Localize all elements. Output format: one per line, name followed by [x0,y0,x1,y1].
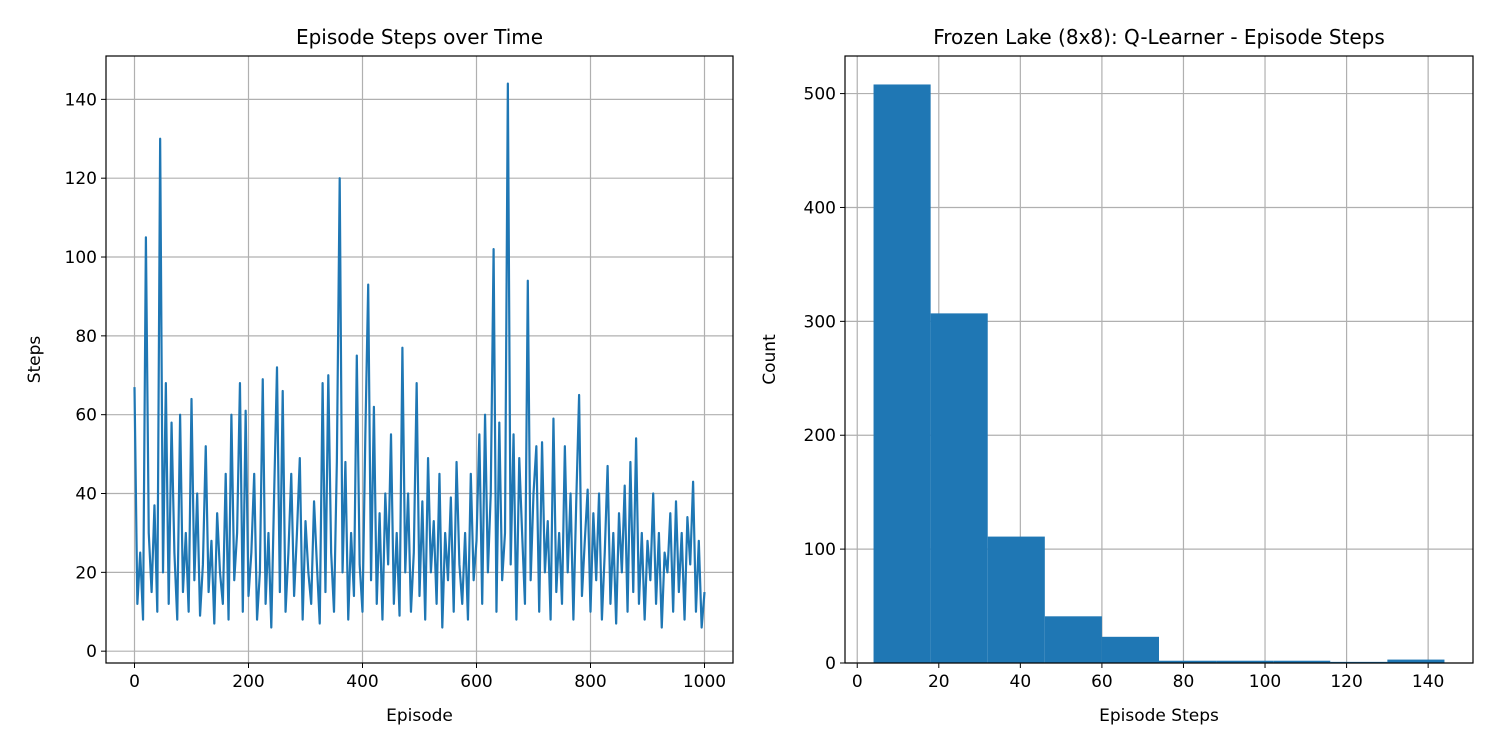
histogram-bar [873,84,931,663]
histogram-bar [1159,660,1217,663]
x-tick-label: 100 [1249,672,1281,692]
x-axis-label: Episode Steps [1099,706,1219,726]
x-tick-label: 80 [1173,672,1195,692]
y-tick-label: 100 [65,248,97,268]
x-tick-label: 0 [129,672,140,692]
histogram-bar [1044,616,1102,663]
x-tick-label: 600 [460,672,492,692]
y-axis-label: Count [760,334,780,385]
x-tick-label: 0 [852,672,863,692]
histogram-bar [987,536,1045,663]
histogram-bar [1273,660,1331,663]
x-tick-label: 200 [232,672,264,692]
y-tick-label: 0 [86,642,97,662]
chart-title: Frozen Lake (8x8): Q-Learner - Episode S… [933,25,1385,49]
y-tick-label: 40 [75,485,97,505]
histogram-bar [1216,660,1274,663]
y-tick-label: 140 [65,90,97,110]
axes-frame [105,55,734,664]
y-tick-label: 500 [804,85,836,105]
y-tick-label: 200 [804,426,836,446]
x-tick-label: 60 [1091,672,1113,692]
y-tick-label: 60 [75,406,97,426]
x-tick-label: 1000 [683,672,726,692]
x-tick-label: 400 [346,672,378,692]
y-tick-label: 80 [75,327,97,347]
y-tick-label: 300 [804,312,836,332]
histogram-bar [930,313,988,663]
x-tick-label: 120 [1330,672,1362,692]
y-tick-label: 20 [75,563,97,583]
y-tick-label: 120 [65,169,97,189]
chart-title: Episode Steps over Time [296,25,543,49]
y-tick-label: 0 [825,654,836,674]
y-tick-label: 400 [804,198,836,218]
y-tick-label: 100 [804,540,836,560]
x-axis-label: Episode [386,706,453,726]
y-axis-label: Steps [25,336,45,384]
x-tick-label: 20 [928,672,950,692]
line-series [133,82,706,629]
x-tick-label: 140 [1412,672,1444,692]
histogram-bar [1101,636,1159,663]
axes-frame [844,55,1474,664]
histogram-bar [1387,659,1445,663]
x-tick-label: 40 [1010,672,1032,692]
x-tick-label: 800 [574,672,606,692]
